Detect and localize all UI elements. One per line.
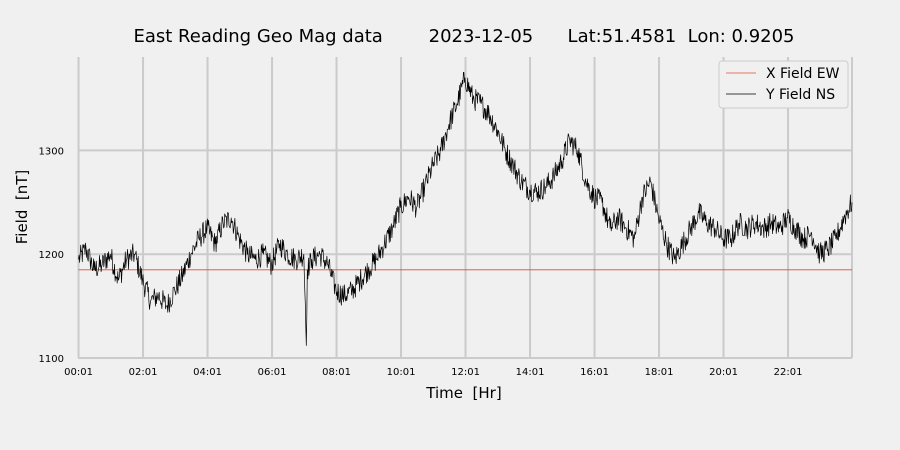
x-tick-label: 14:01 [516,367,545,378]
y-tick-label: 1100 [39,354,64,365]
series-line-y-field [78,71,853,346]
tick-labels: 00:01 02:01 04:01 06:01 08:01 10:01 12:01 14:01… [39,146,803,378]
x-axis-label: Time [Hr] [425,384,501,402]
x-tick-label: 16:01 [580,367,609,378]
legend-label-x-field: X Field EW [766,66,840,82]
x-tick-label: 04:01 [193,367,222,378]
y-axis-label: Field [nT] [13,170,31,245]
x-tick-label: 20:01 [709,367,738,378]
x-tick-label: 08:01 [322,367,351,378]
series-lines [78,71,853,346]
x-tick-label: 06:01 [258,367,287,378]
x-tick-label: 18:01 [645,367,674,378]
x-tick-label: 12:01 [451,367,480,378]
legend: X Field EW Y Field NS [718,60,849,109]
x-tick-label: 02:01 [129,367,158,378]
chart-title: East Reading Geo Mag data 2023-12-05 Lat… [133,26,794,47]
y-tick-label: 1300 [39,146,64,157]
legend-label-y-field: Y Field NS [765,87,835,103]
x-tick-label: 22:01 [774,367,803,378]
x-tick-label: 10:01 [387,367,416,378]
x-tick-label: 00:01 [64,367,93,378]
y-tick-label: 1200 [39,250,64,261]
